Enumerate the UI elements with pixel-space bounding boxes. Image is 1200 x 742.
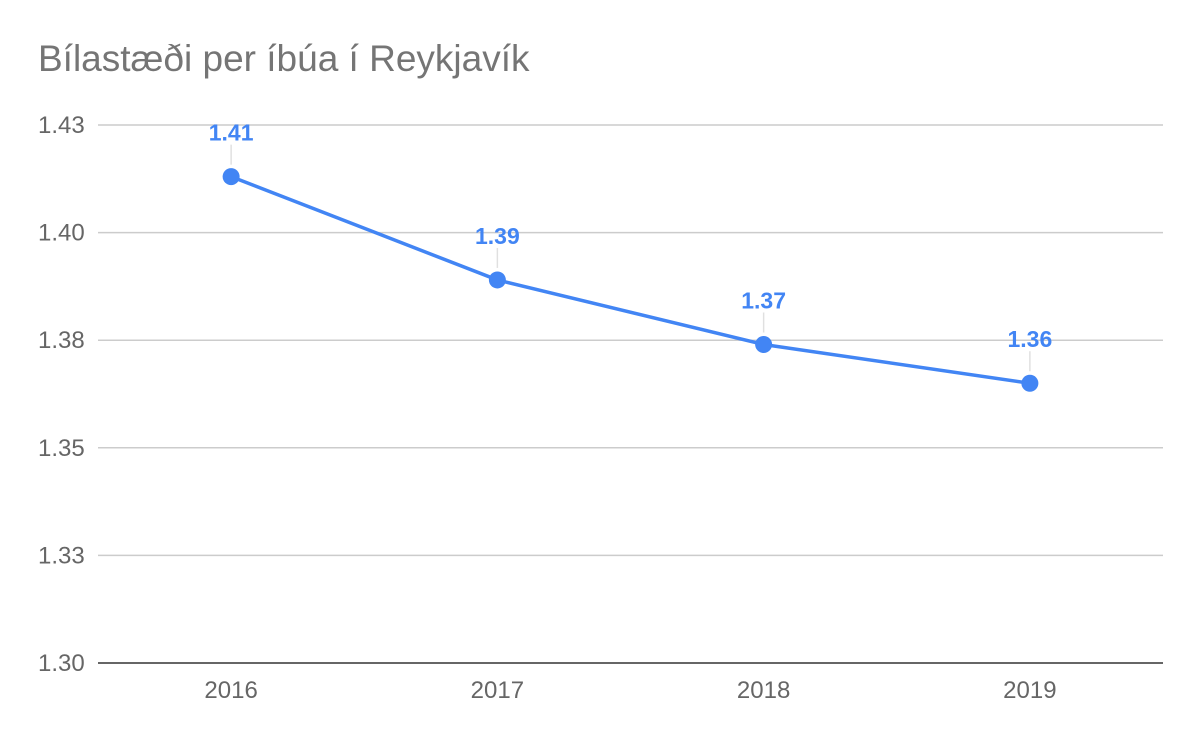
x-tick-label: 2016 — [204, 677, 257, 704]
x-tick-label: 2017 — [471, 677, 524, 704]
data-point — [222, 168, 240, 186]
chart-title: Bílastæði per íbúa í Reykjavík — [38, 38, 530, 79]
y-tick-label: 1.40 — [38, 220, 85, 247]
data-label: 1.37 — [741, 288, 786, 314]
data-labels: 1.41 1.39 1.37 1.36 — [209, 120, 1052, 372]
series-line — [230, 175, 1031, 385]
series — [222, 168, 1039, 392]
y-tick-label: 1.35 — [38, 435, 85, 462]
y-tick-label: 1.30 — [38, 650, 85, 677]
x-axis-ticks: 2016 2017 2018 2019 — [204, 677, 1056, 704]
y-tick-label: 1.33 — [38, 542, 85, 569]
x-tick-label: 2018 — [737, 677, 790, 704]
data-point — [755, 336, 773, 354]
data-point — [488, 271, 506, 289]
data-label: 1.41 — [209, 120, 254, 146]
y-axis-ticks: 1.30 1.33 1.35 1.38 1.40 1.43 — [38, 112, 85, 677]
data-label: 1.36 — [1007, 326, 1052, 352]
gridlines — [98, 124, 1163, 664]
y-tick-label: 1.38 — [38, 327, 85, 354]
data-label: 1.39 — [475, 223, 520, 249]
data-point — [1021, 374, 1039, 392]
y-tick-label: 1.43 — [38, 112, 85, 139]
x-tick-label: 2019 — [1003, 677, 1056, 704]
